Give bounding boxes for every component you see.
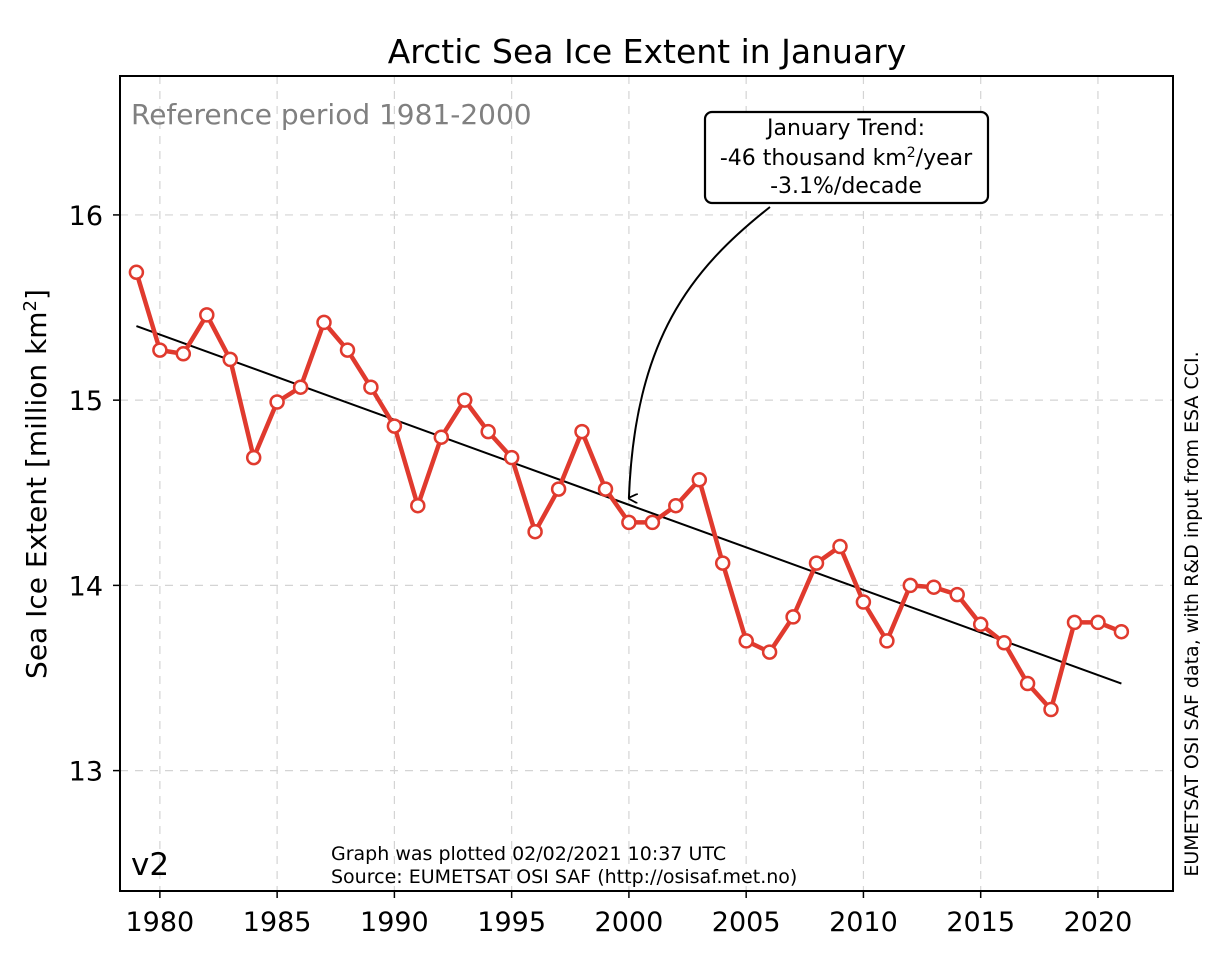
data-point-2014 (949, 586, 965, 603)
data-point-2020 (1090, 614, 1106, 631)
data-point-1987 (316, 314, 332, 331)
x-tick-label-2000: 2000 (595, 907, 664, 938)
trend-box (703, 110, 990, 205)
data-point-2009 (832, 538, 848, 555)
y-axis-label-sup: 2 (20, 300, 41, 311)
plotted-timestamp: Graph was plotted 02/02/2021 10:37 UTC (331, 843, 726, 865)
trend-rate-per-decade: -3.1%/decade (770, 174, 922, 199)
grid (120, 76, 1173, 891)
y-tick-label-15: 15 (69, 386, 103, 417)
data-point-1979 (128, 264, 145, 281)
data-point-1981 (175, 346, 192, 362)
trend-rate-per-year: -46 thousand km2/year (720, 145, 973, 171)
trend-label: January Trend: (765, 116, 925, 141)
data-point-1993 (456, 392, 473, 408)
data-point-1995 (503, 449, 520, 466)
data-point-2005 (738, 633, 754, 649)
x-tick-label-2010: 2010 (829, 907, 898, 938)
x-tick-label-2015: 2015 (946, 907, 1015, 938)
data-point-2013 (926, 579, 942, 595)
x-tick-label-1985: 1985 (243, 907, 312, 938)
data-point-2019 (1066, 614, 1083, 631)
axis-ticks: 1980 1985 1990 1995 2000 2005 2010 2015 2020 13 14… (69, 201, 1133, 938)
data-point-2000 (621, 514, 637, 531)
data-point-2015 (972, 616, 989, 633)
data-points (128, 264, 1130, 718)
data-point-2016 (996, 635, 1012, 651)
data-point-1990 (386, 418, 403, 434)
data-point-2007 (785, 609, 801, 625)
y-axis-label-text: Sea Ice Extent [million km (20, 311, 53, 679)
trend-rate-sup: 2 (907, 145, 916, 161)
data-point-1992 (433, 429, 450, 445)
data-point-1986 (292, 379, 309, 395)
data-point-1983 (222, 351, 238, 368)
data-point-2017 (1019, 675, 1036, 692)
x-tick-label-1995: 1995 (477, 907, 546, 938)
reference-period-text: Reference period 1981-2000 (131, 98, 532, 131)
data-credit: EUMETSAT OSI SAF data, with R&D input fr… (1181, 351, 1203, 876)
data-point-2010 (855, 594, 872, 610)
x-tick-label-2020: 2020 (1064, 907, 1133, 938)
data-point-2001 (644, 514, 661, 531)
trend-arrow (629, 206, 771, 498)
x-tick-label-1980: 1980 (126, 907, 195, 938)
data-point-1984 (245, 449, 262, 466)
data-point-1996 (527, 523, 543, 540)
trend-annotation: January Trend: -46 thousand km2/year -3.… (629, 110, 990, 498)
data-point-1999 (597, 481, 614, 497)
data-point-1989 (363, 379, 379, 395)
chart-title: Arctic Sea Ice Extent in January (388, 32, 907, 71)
data-point-1997 (550, 481, 567, 497)
data-point-1988 (339, 342, 356, 358)
x-tick-label-1990: 1990 (360, 907, 429, 938)
y-axis-label-close: ] (20, 289, 53, 300)
data-point-2003 (691, 472, 708, 488)
data-point-1980 (152, 342, 168, 358)
y-tick-label-13: 13 (69, 757, 103, 788)
x-tick-label-2005: 2005 (712, 907, 781, 938)
data-point-2006 (761, 644, 778, 660)
version-label: v2 (131, 847, 169, 883)
data-point-1998 (574, 423, 590, 440)
data-point-2021 (1113, 623, 1130, 640)
data-point-2008 (808, 555, 825, 571)
trend-rate-text: -46 thousand km (720, 146, 907, 171)
y-tick-label-14: 14 (69, 571, 103, 602)
data-point-2002 (668, 497, 684, 514)
y-axis-label: Sea Ice Extent [million km2] (20, 289, 54, 679)
source-text: Source: EUMETSAT OSI SAF (http://osisaf.… (331, 866, 797, 888)
plot-frame (119, 75, 1174, 892)
trend-rate-unit: /year (916, 146, 973, 171)
data-point-1991 (410, 497, 426, 514)
data-point-2004 (714, 555, 731, 571)
data-point-2011 (879, 633, 895, 649)
data-point-1982 (199, 307, 215, 323)
data-point-1994 (480, 423, 496, 440)
data-point-2018 (1043, 701, 1059, 718)
data-point-1985 (269, 394, 285, 410)
y-tick-label-16: 16 (69, 201, 103, 232)
data-point-2012 (902, 577, 919, 594)
